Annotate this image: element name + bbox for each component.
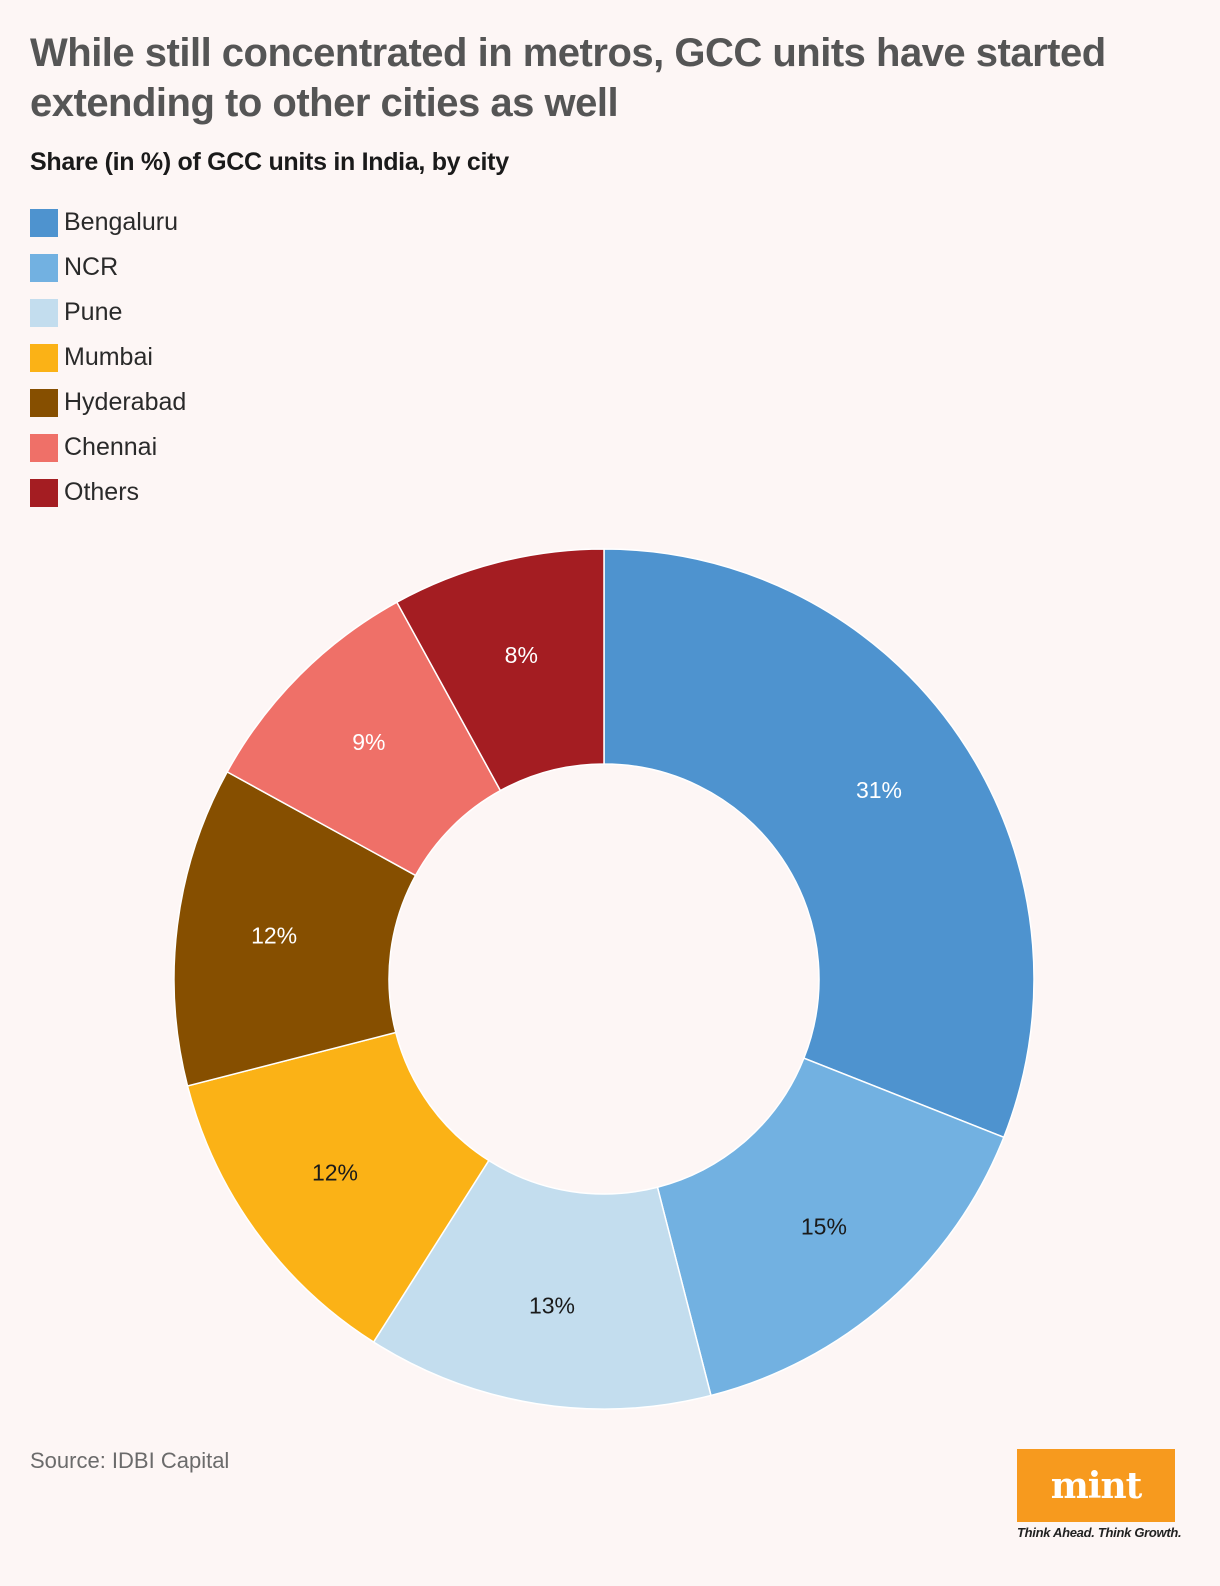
slice-label-pune: 13% xyxy=(529,1292,575,1318)
logo-tagline: Think Ahead. Think Growth. xyxy=(1017,1525,1182,1540)
legend-swatch xyxy=(30,298,58,327)
legend-item: Bengaluru xyxy=(30,200,186,245)
donut-slice-pune xyxy=(372,1159,712,1410)
legend-item: Mumbai xyxy=(30,335,186,380)
legend-swatch xyxy=(30,208,58,237)
donut-slice-bengaluru xyxy=(603,548,1035,1139)
legend-label: Mumbai xyxy=(64,343,153,371)
slice-label-others: 8% xyxy=(505,642,538,668)
donut-slice-ncr xyxy=(656,1057,1005,1397)
legend-label: Pune xyxy=(64,298,123,326)
legend-item: Hyderabad xyxy=(30,380,186,425)
slice-label-bengaluru: 31% xyxy=(856,777,902,803)
legend-item: NCR xyxy=(30,245,186,290)
legend-swatch xyxy=(30,253,58,282)
legend: Bengaluru NCR Pune Mumbai Hyderabad Chennai Ot… xyxy=(30,200,186,515)
legend-label: NCR xyxy=(64,253,119,281)
legend-item: Pune xyxy=(30,290,186,335)
slice-label-mumbai: 12% xyxy=(312,1160,358,1186)
legend-swatch xyxy=(30,478,58,507)
chart-title: While still concentrated in metros, GCC … xyxy=(30,31,1106,125)
donut-slice-hyderabad xyxy=(173,770,417,1087)
legend-item: Chennai xyxy=(30,425,186,470)
donut-slice-others xyxy=(395,548,605,792)
slice-label-chennai: 9% xyxy=(352,729,385,755)
legend-label: Chennai xyxy=(64,433,158,461)
donut-slice-mumbai xyxy=(186,1031,490,1344)
mint-logo: mint xyxy=(1017,1449,1175,1522)
legend-swatch xyxy=(30,433,58,462)
slice-label-hyderabad: 12% xyxy=(251,922,297,948)
source-note: Source: IDBI Capital xyxy=(30,1448,230,1473)
logo-wordmark: mint xyxy=(1050,1464,1143,1507)
legend-label: Hyderabad xyxy=(64,388,187,416)
legend-swatch xyxy=(30,388,58,417)
legend-swatch xyxy=(30,343,58,372)
legend-label: Others xyxy=(64,478,140,506)
chart-subtitle: Share (in %) of GCC units in India, by c… xyxy=(30,148,509,176)
donut-slice-chennai xyxy=(226,601,502,877)
legend-item: Others xyxy=(30,470,186,515)
slice-label-ncr: 15% xyxy=(801,1213,847,1239)
legend-label: Bengaluru xyxy=(64,208,178,236)
